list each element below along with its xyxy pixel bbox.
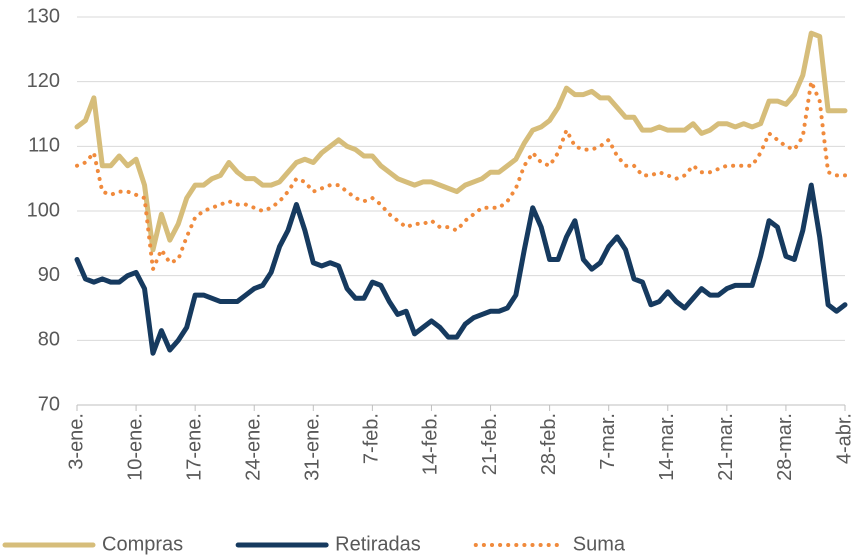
- y-tick-label: 90: [38, 264, 60, 286]
- x-tick-label: 7-mar.: [597, 413, 619, 470]
- x-tick-label: 21-mar.: [715, 413, 737, 481]
- x-tick-label: 14-mar.: [656, 413, 678, 481]
- y-tick-label: 110: [28, 135, 60, 157]
- y-tick-label: 120: [27, 70, 60, 92]
- x-tick-label: 14-feb.: [420, 413, 442, 475]
- x-tick-label: 21-feb.: [479, 413, 501, 475]
- y-tick-label: 70: [38, 393, 60, 415]
- y-tick-label: 80: [38, 329, 60, 351]
- x-tick-label: 24-ene.: [243, 413, 265, 481]
- legend-label: Retiradas: [335, 533, 421, 555]
- x-tick-label: 28-mar.: [774, 413, 796, 481]
- line-series: [75, 79, 847, 272]
- x-tick-label: 31-ene.: [302, 413, 324, 481]
- x-tick-label: 4-abr.: [833, 413, 855, 464]
- x-tick-label: 28-feb.: [538, 413, 560, 475]
- line-series: [74, 30, 848, 253]
- x-tick-label: 7-feb.: [361, 413, 383, 464]
- x-tick-label: 3-ene.: [65, 413, 87, 470]
- x-tick-label: 10-ene.: [124, 413, 146, 481]
- legend-label: Suma: [573, 533, 626, 555]
- legend-label: Compras: [102, 533, 183, 555]
- y-tick-label: 130: [27, 5, 60, 27]
- y-tick-label: 100: [27, 199, 60, 221]
- line-series: [74, 182, 848, 356]
- x-tick-label: 17-ene.: [183, 413, 205, 481]
